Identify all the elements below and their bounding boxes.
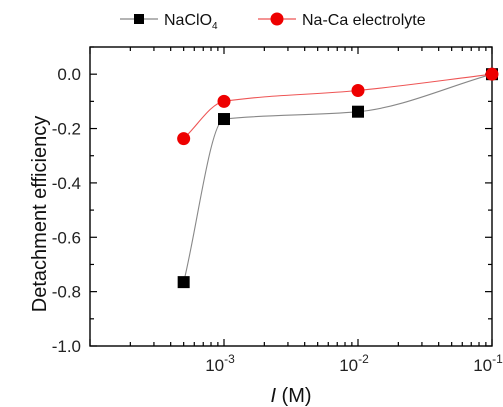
x-tick-base: 10 <box>473 356 492 375</box>
y-tick-label: -1.0 <box>52 337 81 356</box>
x-axis-title: I (M) <box>270 385 311 407</box>
plot-area: 0.0-0.2-0.4-0.6-0.8-1.010-3 10-2 10-1 <box>52 46 503 375</box>
series-0-point <box>218 113 230 126</box>
legend-label-na-ca: Na-Ca electrolyte <box>302 12 426 29</box>
series-1-point <box>217 94 231 108</box>
legend-item-na-ca: Na-Ca electrolyte <box>258 12 426 29</box>
plot-frame <box>89 46 493 347</box>
series-0-point <box>177 276 190 289</box>
x-tick-exponent: -3 <box>224 352 235 366</box>
x-tick-exponent: -1 <box>492 352 503 366</box>
x-tick-base: 10 <box>339 356 358 375</box>
y-axis-title: Detachment efficiency <box>29 116 51 312</box>
x-tick-base: 10 <box>205 356 224 375</box>
x-tick-exponent: -2 <box>358 352 369 366</box>
legend-marker-na-ca <box>270 12 284 26</box>
series-1-point <box>485 67 499 81</box>
x-tick-label: 10-1 <box>473 352 503 375</box>
x-tick-label: 10-3 <box>205 352 235 375</box>
series-1-point <box>351 83 365 97</box>
y-tick-label: 0.0 <box>57 65 81 84</box>
legend-marker-naclo4 <box>134 14 144 24</box>
series-1-curve <box>183 73 493 140</box>
y-tick-label: -0.2 <box>52 120 81 139</box>
series-0-curve <box>183 73 493 283</box>
series-1-point <box>177 132 191 146</box>
series-0-point <box>352 105 364 118</box>
y-tick-label: -0.8 <box>52 283 81 302</box>
x-tick-label: 10-2 <box>339 352 369 375</box>
legend-label-naclo4: NaClO4 <box>164 12 218 32</box>
y-tick-label: -0.4 <box>52 174 81 193</box>
legend-item-naclo4: NaClO4 <box>120 12 218 32</box>
y-tick-label: -0.6 <box>52 228 81 247</box>
legend: NaClO4 Na-Ca electrolyte <box>120 12 426 32</box>
